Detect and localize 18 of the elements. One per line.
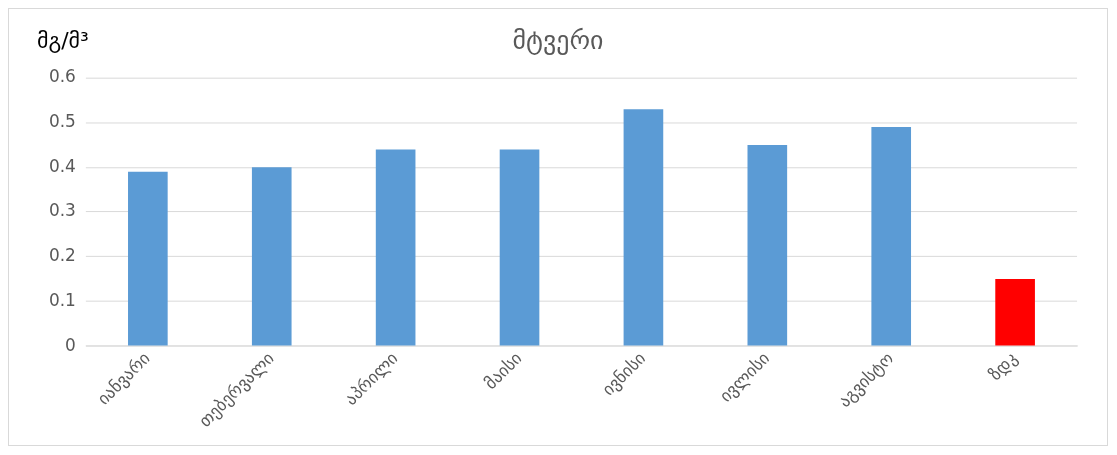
bar (623, 109, 664, 346)
bar (128, 171, 168, 346)
y-tick-label: 0.4 (48, 155, 76, 176)
bar (499, 149, 540, 346)
bar (251, 167, 292, 346)
y-tick-label: 0.3 (48, 200, 76, 221)
bar (747, 144, 788, 346)
y-tick-label: 0 (65, 334, 76, 355)
y-tick-label: 0.5 (48, 111, 76, 131)
y-axis-title: მგ/მ³ (36, 27, 89, 53)
chart-title: მტვერი (512, 25, 604, 56)
x-tick-label: ზდკ (984, 348, 1022, 385)
bar (995, 279, 1035, 346)
y-tick-label: 0.6 (48, 66, 76, 87)
bar (375, 149, 416, 346)
bar (871, 127, 912, 346)
y-tick-label: 0.2 (48, 245, 76, 266)
y-tick-label: 0.1 (48, 289, 76, 310)
